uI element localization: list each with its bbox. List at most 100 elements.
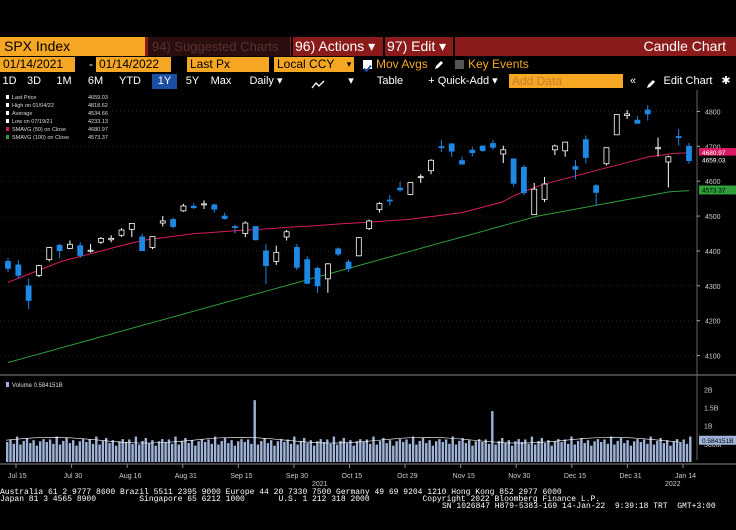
chart-style-dropdown-icon[interactable]: ▾ [348, 75, 354, 87]
volume-bar [187, 443, 190, 462]
volume-bar [679, 442, 682, 462]
edit-chart-button[interactable]: Edit Chart [663, 75, 713, 87]
sma50-tag: 4680.97 [702, 150, 726, 157]
volume-bar [81, 439, 85, 462]
period-button-6m[interactable]: 6M [87, 75, 104, 87]
candle-body [232, 226, 238, 228]
volume-bar [42, 439, 45, 462]
candle-body [25, 285, 32, 301]
volume-bar [672, 441, 675, 462]
date-tick-label: Aug 31 [175, 473, 197, 480]
volume-bar [494, 444, 497, 462]
candle-body [541, 183, 548, 200]
period-button-ytd[interactable]: YTD [119, 75, 141, 87]
footer-contacts-line1: Australia 61 2 9777 8600 Brazil 5511 239… [0, 488, 562, 497]
date-tick-label: Oct 15 [342, 473, 363, 480]
volume-bar [477, 439, 481, 462]
volume-bar [164, 442, 167, 462]
actions-menu[interactable]: 96) Actions ▾ [295, 38, 376, 54]
candle-body [5, 260, 11, 269]
volume-bar [35, 445, 39, 462]
volume-bar [395, 441, 398, 462]
volume-bar [250, 443, 253, 462]
price-chart[interactable]: 480047004600450044004300420041004680.974… [0, 90, 736, 530]
volume-bar [276, 441, 279, 462]
period-button-1m[interactable]: 1M [56, 75, 72, 87]
legend-label: Last Price [12, 95, 36, 101]
candle-body [407, 182, 414, 195]
table-button[interactable]: Table [376, 75, 404, 87]
volume-bar [497, 440, 501, 462]
volume-bar [586, 440, 590, 462]
edit-menu[interactable]: 97) Edit ▾ [387, 38, 447, 54]
legend-bg [2, 93, 110, 143]
ticker-field[interactable]: SPX Index [0, 37, 145, 56]
candle-body [139, 236, 146, 251]
field-selector[interactable]: Last Px [187, 57, 269, 72]
key-events-checkbox[interactable] [455, 60, 464, 69]
end-date-field[interactable]: 01/14/2022 [96, 57, 171, 72]
volume-bar [438, 439, 441, 462]
candle-body [77, 245, 84, 256]
volume-bar [685, 443, 689, 462]
mov-avgs-label[interactable]: Mov Avgs [376, 57, 428, 71]
volume-bar [204, 442, 207, 462]
candle-body [180, 205, 187, 212]
volume-bar [121, 439, 124, 462]
candle-body [490, 143, 496, 148]
add-data-input[interactable]: Add Data [509, 74, 623, 88]
legend-label: High on 01/04/22 [12, 103, 54, 109]
volume-bar [411, 436, 415, 462]
volume-bar [167, 439, 171, 462]
date-tick-label: Sep 15 [230, 473, 252, 480]
volume-bar [58, 444, 62, 462]
period-button-daily[interactable]: Daily ▾ [249, 75, 283, 87]
sma100-tag-bg [699, 185, 736, 195]
quick-add-button[interactable]: + Quick-Add ▾ [428, 75, 498, 87]
legend-label: Low on 07/19/21 [12, 119, 53, 125]
price-tick-label: 4100 [705, 354, 721, 361]
currency-selector[interactable]: Local CCY [274, 57, 344, 72]
collapse-icon[interactable]: « [629, 75, 637, 87]
volume-bar [639, 442, 642, 462]
volume-bar [322, 442, 326, 462]
candle-body [170, 219, 176, 227]
volume-bar [55, 436, 58, 462]
period-button-1y[interactable]: 1Y [152, 74, 177, 89]
volume-bar [537, 440, 540, 462]
currency-dropdown-icon[interactable]: ▾ [344, 57, 354, 72]
volume-bar [593, 441, 596, 462]
candles [5, 105, 692, 310]
pencil-icon[interactable] [433, 58, 445, 76]
candle-body [242, 222, 249, 234]
edit-chart-pencil-icon[interactable] [646, 76, 657, 94]
legend-swatch [6, 135, 9, 139]
period-button-1d[interactable]: 1D [2, 75, 17, 87]
chart-style-icon[interactable] [311, 77, 325, 95]
volume-bar [359, 439, 362, 462]
date-tick-label: Dec 31 [619, 473, 641, 480]
volume-bar [312, 445, 316, 462]
volume-bar [114, 445, 118, 462]
suggested-charts-button[interactable]: 94) Suggested Charts [148, 37, 290, 56]
settings-gear-icon[interactable]: ✱ [721, 75, 731, 87]
volume-bar [408, 443, 411, 462]
volume-bar [431, 445, 435, 462]
volume-bar [540, 438, 543, 462]
volume-bar [398, 439, 402, 462]
candle-body [655, 147, 661, 150]
mov-avgs-checkbox[interactable] [363, 60, 372, 73]
volume-bar [197, 441, 200, 462]
volume-bar [32, 440, 35, 462]
price-tick-label: 4400 [705, 249, 721, 256]
volume-bar [223, 438, 227, 462]
volume-bar [689, 436, 692, 462]
start-date-field[interactable]: 01/14/2021 [0, 57, 75, 72]
period-button-3d[interactable]: 3D [26, 75, 42, 87]
candle-body [263, 250, 269, 266]
period-button-max[interactable]: Max [210, 75, 232, 87]
volume-bar [141, 440, 144, 462]
period-button-5y[interactable]: 5Y [185, 75, 200, 87]
volume-bar [388, 440, 392, 462]
key-events-label[interactable]: Key Events [468, 57, 529, 71]
